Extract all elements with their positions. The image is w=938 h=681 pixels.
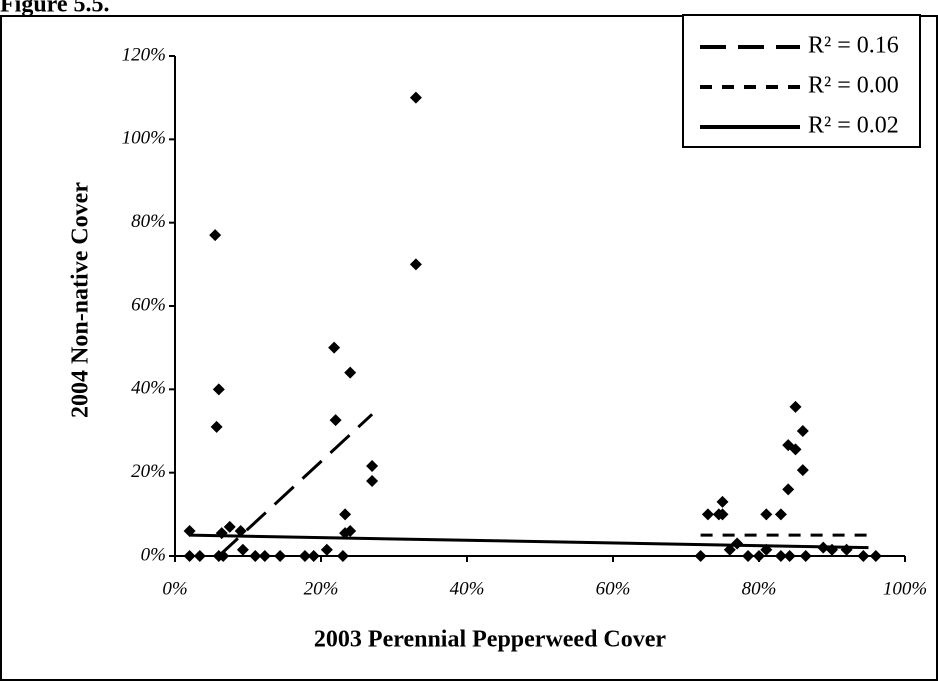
y-tick-label: 80% xyxy=(131,211,166,232)
y-tick-label: 20% xyxy=(131,461,166,482)
x-tick-label: 0% xyxy=(162,578,187,599)
legend-label: R² = 0.16 xyxy=(808,33,899,59)
point xyxy=(783,550,796,562)
point xyxy=(249,550,262,562)
x-tick-label: 80% xyxy=(742,578,777,599)
y-tick-label: 0% xyxy=(141,544,166,565)
legend-label: R² = 0.00 xyxy=(808,73,899,99)
point xyxy=(796,464,809,477)
point xyxy=(869,550,882,562)
point xyxy=(857,550,870,562)
y-tick-label: 60% xyxy=(131,294,166,315)
y-tick-label: 40% xyxy=(131,378,166,399)
point xyxy=(782,483,795,496)
point xyxy=(723,543,736,556)
point xyxy=(409,91,422,104)
point xyxy=(307,550,320,562)
point xyxy=(774,508,787,521)
point xyxy=(236,543,249,556)
point xyxy=(328,341,341,354)
point xyxy=(716,495,729,508)
x-tick-label: 20% xyxy=(304,578,339,599)
point xyxy=(701,508,714,521)
point xyxy=(210,420,223,433)
point xyxy=(789,400,802,413)
x-axis-label: 2003 Perennial Pepperweed Cover xyxy=(314,627,666,653)
point xyxy=(193,550,206,562)
point xyxy=(796,425,809,437)
point xyxy=(209,229,222,242)
point xyxy=(366,475,379,487)
point xyxy=(774,550,787,562)
point xyxy=(234,525,247,537)
x-tick-label: 100% xyxy=(883,578,927,599)
point xyxy=(366,460,379,472)
point xyxy=(320,543,333,556)
point xyxy=(694,550,707,562)
y-axis-label: 2004 Non-native Cover xyxy=(68,182,94,418)
point xyxy=(840,543,853,556)
point xyxy=(799,550,812,562)
point xyxy=(258,550,271,562)
point xyxy=(742,550,755,562)
legend-label: R² = 0.02 xyxy=(808,113,899,139)
y-tick-label: 120% xyxy=(122,44,166,65)
point xyxy=(183,550,196,562)
point xyxy=(298,550,311,562)
figure-title: Figure 5.5. xyxy=(0,0,110,18)
x-tick-label: 60% xyxy=(596,578,631,599)
point xyxy=(344,366,357,379)
point xyxy=(409,258,422,271)
point xyxy=(223,520,236,533)
point xyxy=(344,525,357,537)
point xyxy=(336,550,349,562)
point xyxy=(212,383,225,396)
point xyxy=(716,508,729,521)
point xyxy=(753,550,765,562)
point xyxy=(789,443,802,456)
chart-frame xyxy=(0,15,938,681)
y-tick-label: 100% xyxy=(122,128,166,149)
point xyxy=(760,508,773,521)
point xyxy=(329,414,342,427)
x-tick-label: 40% xyxy=(450,578,485,599)
trendline xyxy=(217,413,374,558)
trendline xyxy=(189,533,869,550)
point xyxy=(339,508,352,521)
point xyxy=(274,550,287,562)
